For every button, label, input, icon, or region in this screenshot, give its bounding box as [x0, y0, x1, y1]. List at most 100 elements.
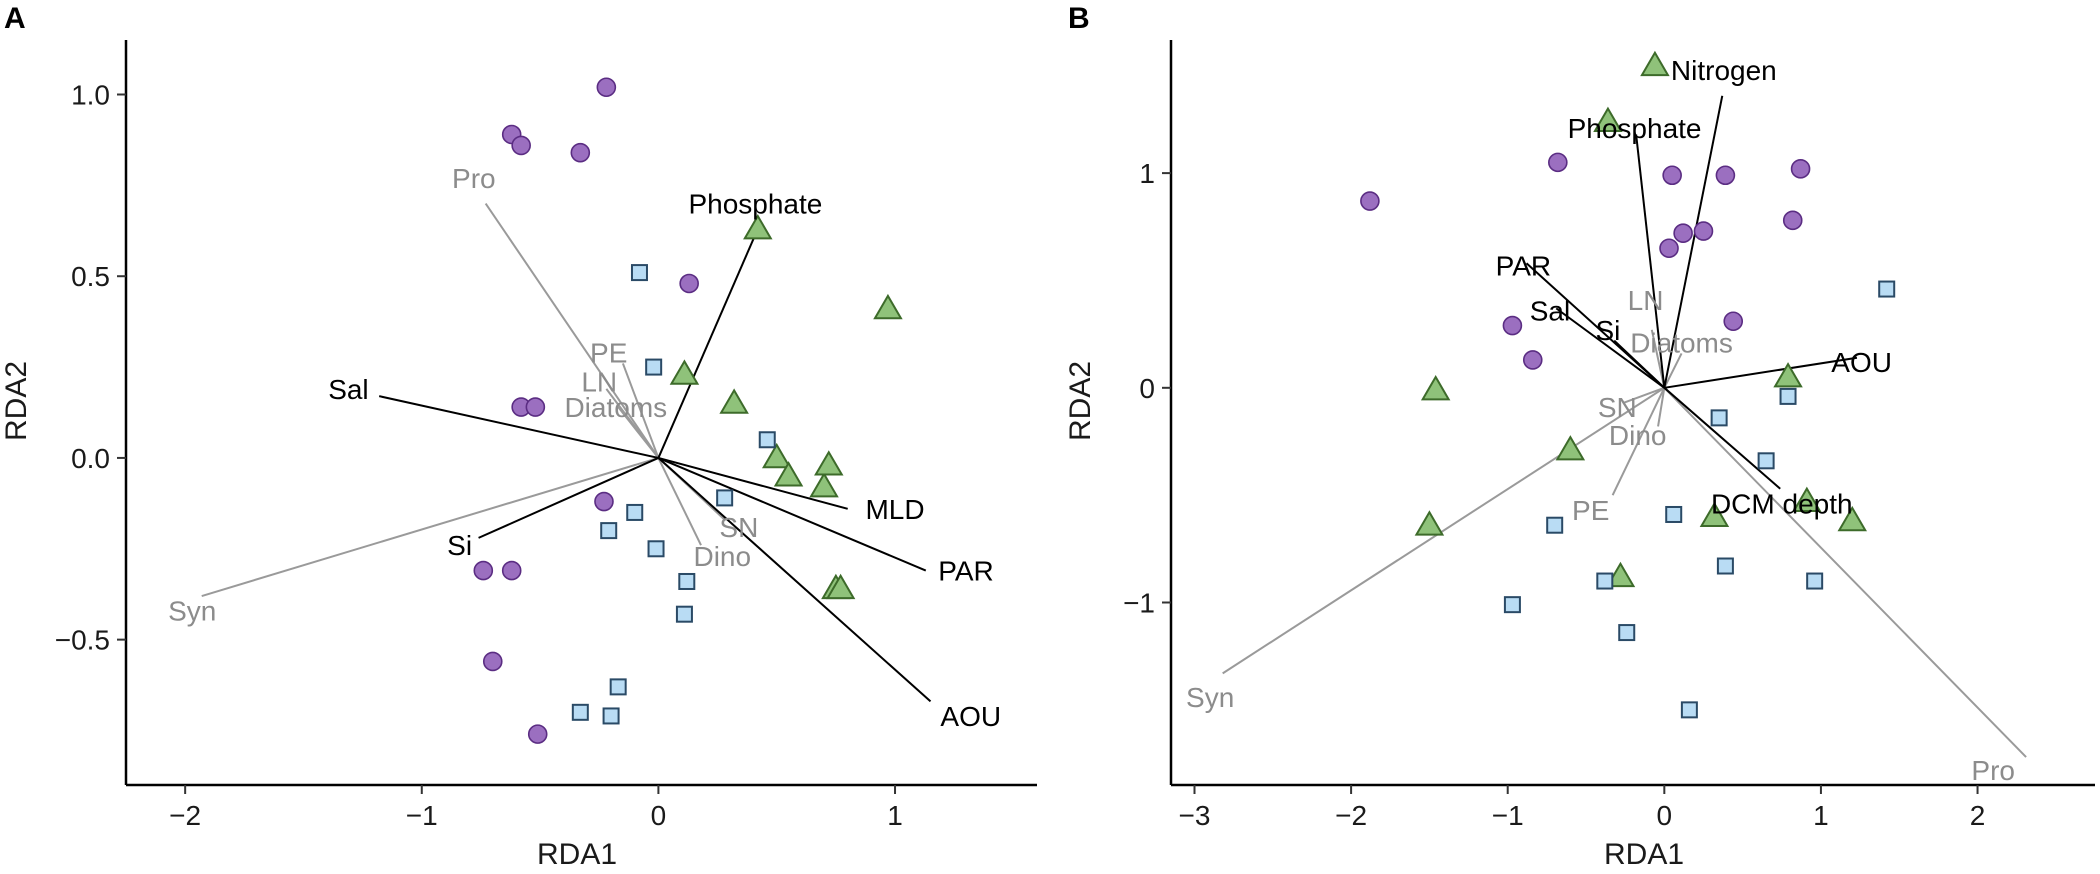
panel-a-point-triangle [825, 573, 856, 600]
panel-a-env-label: PAR [938, 556, 994, 587]
panel-b-point-triangle [1555, 435, 1586, 461]
panel-a-point-square [600, 522, 618, 540]
panel-a-y-tick-label: 1.0 [71, 80, 110, 111]
panel-b-point-triangle [1640, 50, 1670, 77]
panel-a-point-circle [511, 135, 531, 156]
panel-b-point-circle [1502, 315, 1523, 336]
panel-a-env-vector-par [658, 457, 927, 572]
panel-b-taxa-label: SN [1598, 392, 1637, 423]
panel-b-point-square [1503, 596, 1521, 614]
panel-b-xlabel: RDA1 [1604, 838, 1684, 871]
panel-b-point-square [1596, 572, 1614, 590]
panel-b-y-tick-label: 0 [1139, 373, 1155, 404]
panel-a-taxa-label: Dino [693, 541, 751, 572]
panel-a-point-square [645, 358, 663, 376]
panel-b-point-triangle [1605, 561, 1636, 588]
panel-b-y-tick-label: 1 [1139, 158, 1155, 189]
panel-b-taxa-label: Dino [1609, 420, 1667, 451]
panel-b-x-tick-label: 0 [1657, 800, 1673, 831]
panel-b-point-square [1716, 557, 1734, 575]
panel-a-x-tick-label: 1 [887, 800, 903, 831]
panel-b-point-square [1618, 624, 1636, 642]
panel-b-point-square [1665, 505, 1683, 523]
panel-b-x-tick-label: −1 [1492, 800, 1524, 831]
panel-b-env-label: Nitrogen [1671, 55, 1777, 86]
panel-b-taxa-label: LN [1628, 285, 1664, 316]
panel-a-point-triangle [814, 450, 844, 476]
panel-a-env-vector-phosphate [657, 228, 759, 459]
panel-b-env-vector-aou [1664, 356, 1858, 389]
panel-a-xlabel: RDA1 [537, 838, 617, 871]
panel-a-point-circle [482, 651, 503, 672]
panel-b-env-vector-sal [1555, 307, 1665, 389]
panel-b-point-circle [1790, 159, 1811, 179]
panel-a-point-circle [501, 560, 522, 581]
panel-a-y-tick-label: 0.5 [71, 261, 110, 292]
panel-a-taxa-vector-pro [484, 202, 660, 459]
panel-a-point-triangle [773, 461, 804, 487]
panel-a-point-square [571, 703, 589, 721]
panel-a-env-label: MLD [865, 494, 924, 525]
panel-a-env-label: Si [447, 530, 472, 561]
panel-b-point-square [1680, 701, 1698, 719]
panel-a-point-circle [525, 397, 546, 417]
panel-b-point-square [1779, 387, 1797, 405]
panel-b-point-circle [1659, 238, 1679, 259]
panel-b-taxa-label: Syn [1186, 682, 1234, 713]
panel-a-point-circle [596, 77, 617, 98]
panel-a-env-label: Sal [328, 374, 368, 405]
panel-a-ylabel: RDA2 [0, 361, 33, 441]
panel-b-point-circle [1693, 221, 1714, 241]
panel-b-env-label: Si [1595, 315, 1620, 346]
panel-a-point-triangle [669, 359, 700, 385]
panel-a-point-square [602, 707, 620, 725]
panel-b-point-square [1806, 572, 1824, 590]
panel-b-point-triangle [1837, 505, 1867, 532]
panel-b-point-square [1757, 452, 1775, 470]
panel-a-env-label: AOU [940, 701, 1001, 732]
panel-b-point-circle [1662, 165, 1682, 186]
panel-a-point-square [675, 605, 693, 623]
panel-a-taxa-vector-dino [657, 457, 702, 546]
panel-b-point-circle [1522, 350, 1543, 370]
panel-a-taxa-label: PE [590, 338, 627, 369]
panel-a-point-circle [594, 491, 614, 512]
panel-b-env-label: Phosphate [1568, 113, 1702, 144]
panel-a-x-tick-label: −1 [406, 800, 438, 831]
panel-b-x-tick-label: −2 [1335, 800, 1367, 831]
panel-b-taxa-vector-pro [1663, 387, 2027, 758]
panel-b-taxa-label: PE [1572, 495, 1609, 526]
panel-b-x-tick-label: −3 [1179, 800, 1211, 831]
panel-b-point-triangle [1420, 374, 1451, 401]
panel-a-taxa-vector-syn [201, 456, 659, 597]
panel-a-env-vector-aou [657, 457, 932, 703]
panel-a-point-square [630, 264, 648, 282]
panel-b-point-triangle [1792, 486, 1822, 512]
panel-b-env-label: AOU [1831, 347, 1892, 378]
panel-b-taxa-vector-syn [1222, 386, 1665, 675]
panel-a-taxa-label: Pro [452, 163, 496, 194]
panel-a-point-triangle [719, 388, 749, 414]
panel-a-label: A [4, 2, 26, 35]
panel-a-point-triangle [761, 442, 792, 469]
panel-a-point-triangle [809, 472, 839, 498]
panel-b-taxa-vector-diatoms [1663, 353, 1683, 389]
panel-a-taxa-label: SN [719, 512, 758, 543]
panel-a-point-circle [679, 273, 699, 294]
panel-b-point-triangle [1593, 106, 1623, 132]
panel-b-env-vector-dcm-depth [1663, 387, 1781, 490]
panel-a-point-square [716, 489, 734, 507]
panel-a-taxa-vector-diatoms [617, 406, 660, 459]
panel-b-point-square [1546, 516, 1564, 534]
panel-a-point-circle [473, 560, 494, 581]
panel-a-y-tick-label: 0.0 [71, 443, 110, 474]
panel-b-ylabel: RDA2 [1064, 361, 1097, 441]
panel-a-x-tick-label: 0 [651, 800, 667, 831]
panel-a-x-tick-label: −2 [169, 800, 201, 831]
panel-b-taxa-label: Diatoms [1630, 328, 1733, 359]
